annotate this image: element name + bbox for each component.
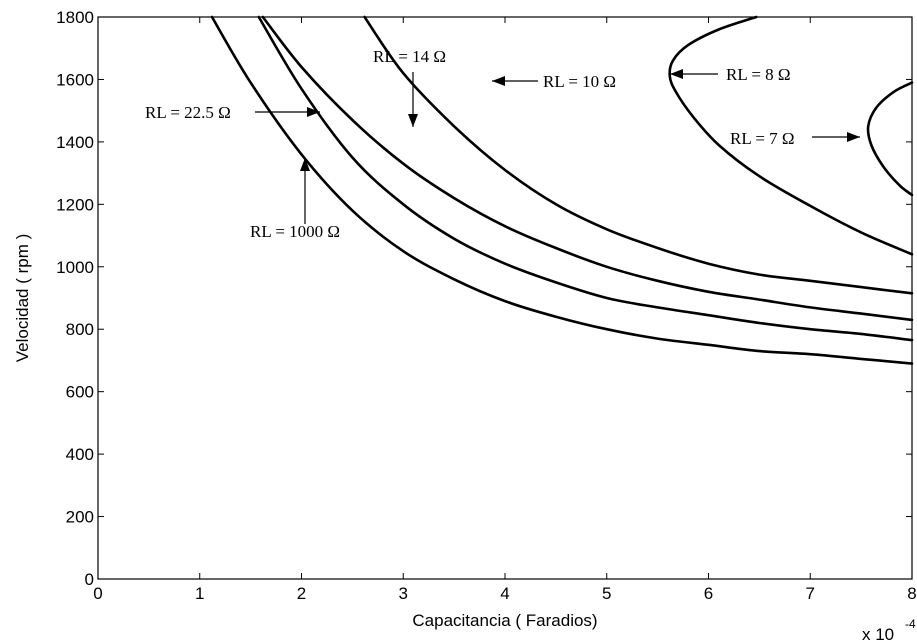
y-tick-label-4: 800 <box>66 320 94 339</box>
y-axis-label: Velocidad ( rpm ) <box>13 234 32 363</box>
y-tick-label-9: 1800 <box>56 8 94 27</box>
y-tick-label-0: 0 <box>85 570 94 589</box>
annotation-label-1: RL = 22.5 Ω <box>145 103 231 122</box>
annotation-arrowhead-4 <box>670 69 683 79</box>
x-tick-label-8: 8 <box>907 584 916 603</box>
y-tick-label-6: 1200 <box>56 195 94 214</box>
y-tick-label-3: 600 <box>66 383 94 402</box>
curves-layer <box>210 15 914 365</box>
x-multiplier-label: x 10 <box>862 625 894 644</box>
annotation-label-4: RL = 8 Ω <box>726 65 791 84</box>
y-tick-label-8: 1600 <box>56 70 94 89</box>
x-multiplier-exponent: -4 <box>905 617 916 631</box>
x-tick-label-0: 0 <box>93 584 102 603</box>
x-tick-label-2: 2 <box>297 584 306 603</box>
annotation-arrowhead-5 <box>847 132 860 142</box>
curve-0 <box>210 15 914 365</box>
y-tick-label-7: 1400 <box>56 133 94 152</box>
y-tick-label-1: 200 <box>66 508 94 527</box>
annotation-label-3: RL = 10 Ω <box>543 72 616 91</box>
annotation-label-5: RL = 7 Ω <box>730 129 795 148</box>
curve-1 <box>257 15 914 342</box>
x-tick-label-5: 5 <box>602 584 611 603</box>
annotation-arrowhead-1 <box>307 107 320 117</box>
annotation-label-2: RL = 14 Ω <box>373 47 446 66</box>
ticks-layer: 0 1 2 3 4 5 6 7 8 0 200 400 600 800 1000 1200 1400 1600 18… <box>56 8 917 603</box>
annotation-arrowhead-3 <box>492 76 505 86</box>
x-tick-label-6: 6 <box>704 584 713 603</box>
curve-5 <box>866 81 914 197</box>
x-axis-label: Capacitancia ( Faradios) <box>412 611 597 630</box>
annotation-arrowhead-0 <box>300 158 310 171</box>
plot-frame <box>97 16 913 580</box>
x-tick-label-3: 3 <box>399 584 408 603</box>
annotation-label-0: RL = 1000 Ω <box>250 222 340 241</box>
x-tick-label-1: 1 <box>195 584 204 603</box>
annotation-arrowhead-2 <box>408 114 418 127</box>
y-tick-label-2: 400 <box>66 445 94 464</box>
curve-2 <box>261 15 914 322</box>
y-tick-label-5: 1000 <box>56 258 94 277</box>
annotations-layer: RL = 1000 Ω RL = 22.5 Ω RL = 14 Ω RL = 10 Ω… <box>145 47 860 241</box>
curve-3 <box>363 15 914 295</box>
curve-4 <box>668 15 914 256</box>
x-tick-label-4: 4 <box>500 584 509 603</box>
x-tick-label-7: 7 <box>806 584 815 603</box>
